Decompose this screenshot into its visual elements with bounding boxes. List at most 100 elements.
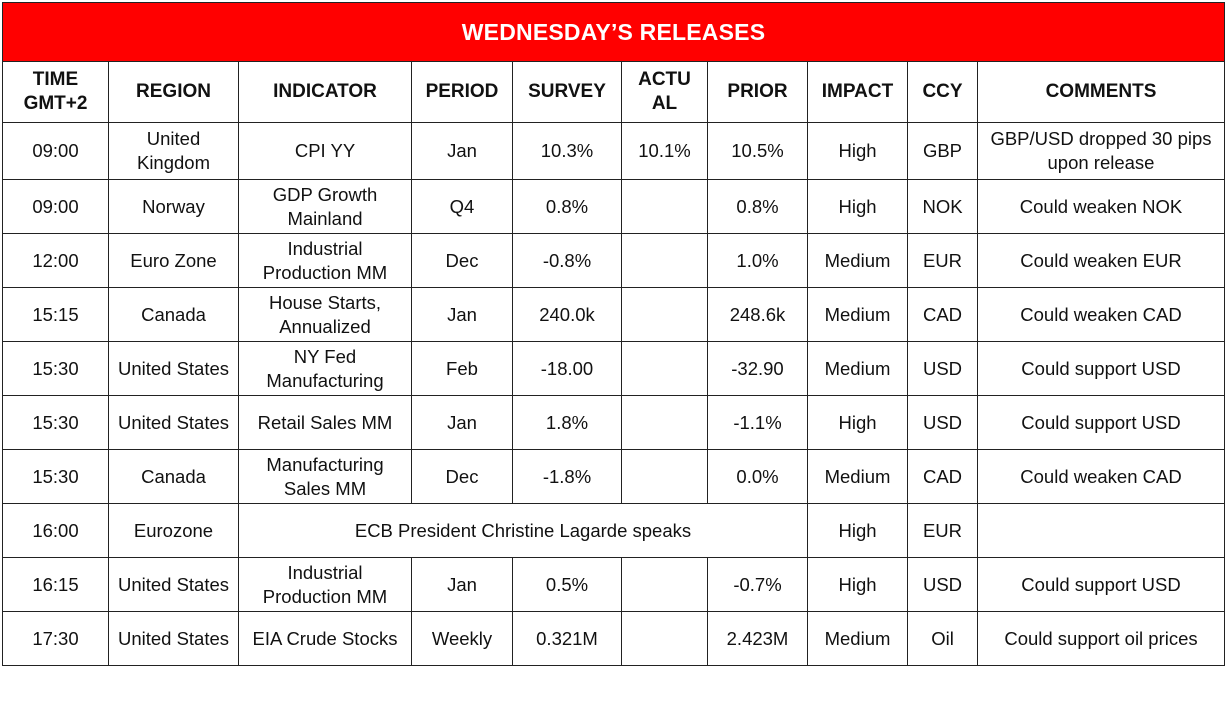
cell-actual: 10.1% xyxy=(621,122,708,180)
cell-ccy: NOK xyxy=(907,179,978,234)
cell-region: Canada xyxy=(108,449,239,504)
cell-time: 15:30 xyxy=(2,395,109,450)
header-prior: PRIOR xyxy=(707,61,808,123)
cell-actual xyxy=(621,449,708,504)
cell-period: Dec xyxy=(411,233,513,288)
cell-period: Weekly xyxy=(411,611,513,666)
cell-prior: 0.0% xyxy=(707,449,808,504)
cell-period: Jan xyxy=(411,557,513,612)
cell-time: 16:00 xyxy=(2,503,109,558)
cell-comments: Could weaken CAD xyxy=(977,449,1225,504)
releases-table-wrapper: WEDNESDAY’S RELEASES TIME GMT+2 REGION I… xyxy=(2,2,1225,666)
cell-period: Jan xyxy=(411,395,513,450)
cell-impact: Medium xyxy=(807,611,908,666)
cell-comments xyxy=(977,503,1225,558)
cell-survey: 0.5% xyxy=(512,557,622,612)
cell-comments: GBP/USD dropped 30 pips upon release xyxy=(977,122,1225,180)
cell-time: 09:00 xyxy=(2,122,109,180)
header-ccy: CCY xyxy=(907,61,978,123)
cell-ccy: GBP xyxy=(907,122,978,180)
cell-prior: 10.5% xyxy=(707,122,808,180)
cell-ccy: CAD xyxy=(907,287,978,342)
cell-comments: Could support USD xyxy=(977,341,1225,396)
cell-ccy: EUR xyxy=(907,503,978,558)
cell-time: 15:15 xyxy=(2,287,109,342)
cell-survey: -0.8% xyxy=(512,233,622,288)
table-row: 15:30 United States NY Fed Manufacturing… xyxy=(2,341,1225,396)
cell-indicator: Retail Sales MM xyxy=(238,395,412,450)
cell-indicator: CPI YY xyxy=(238,122,412,180)
cell-indicator: GDP Growth Mainland xyxy=(238,179,412,234)
cell-actual xyxy=(621,611,708,666)
cell-ccy: EUR xyxy=(907,233,978,288)
cell-region: Euro Zone xyxy=(108,233,239,288)
cell-indicator: EIA Crude Stocks xyxy=(238,611,412,666)
header-period: PERIOD xyxy=(411,61,513,123)
cell-indicator: Industrial Production MM xyxy=(238,557,412,612)
cell-survey: 10.3% xyxy=(512,122,622,180)
cell-ccy: CAD xyxy=(907,449,978,504)
cell-indicator: Industrial Production MM xyxy=(238,233,412,288)
cell-region: Norway xyxy=(108,179,239,234)
table-row: 15:15 Canada House Starts, Annualized Ja… xyxy=(2,287,1225,342)
table-row: 09:00 Norway GDP Growth Mainland Q4 0.8%… xyxy=(2,179,1225,234)
cell-impact: Medium xyxy=(807,449,908,504)
cell-actual xyxy=(621,341,708,396)
cell-region: United States xyxy=(108,341,239,396)
cell-prior: 2.423M xyxy=(707,611,808,666)
cell-region: United States xyxy=(108,611,239,666)
header-actual: ACTU AL xyxy=(621,61,708,123)
cell-comments: Could weaken EUR xyxy=(977,233,1225,288)
cell-period: Dec xyxy=(411,449,513,504)
header-impact: IMPACT xyxy=(807,61,908,123)
table-row: 15:30 United States Retail Sales MM Jan … xyxy=(2,395,1225,450)
cell-survey: 240.0k xyxy=(512,287,622,342)
cell-time: 15:30 xyxy=(2,341,109,396)
cell-time: 09:00 xyxy=(2,179,109,234)
cell-comments: Could weaken NOK xyxy=(977,179,1225,234)
cell-ccy: USD xyxy=(907,557,978,612)
cell-comments: Could weaken CAD xyxy=(977,287,1225,342)
releases-table: WEDNESDAY’S RELEASES TIME GMT+2 REGION I… xyxy=(2,2,1225,666)
cell-comments: Could support USD xyxy=(977,395,1225,450)
cell-impact: Medium xyxy=(807,233,908,288)
header-region: REGION xyxy=(108,61,239,123)
table-row: 17:30 United States EIA Crude Stocks Wee… xyxy=(2,611,1225,666)
cell-actual xyxy=(621,557,708,612)
cell-prior: 0.8% xyxy=(707,179,808,234)
cell-time: 12:00 xyxy=(2,233,109,288)
cell-impact: High xyxy=(807,122,908,180)
cell-event: ECB President Christine Lagarde speaks xyxy=(238,503,808,558)
cell-impact: Medium xyxy=(807,341,908,396)
cell-prior: 1.0% xyxy=(707,233,808,288)
cell-impact: High xyxy=(807,557,908,612)
header-indicator: INDICATOR xyxy=(238,61,412,123)
header-time: TIME GMT+2 xyxy=(2,61,109,123)
table-row: 12:00 Euro Zone Industrial Production MM… xyxy=(2,233,1225,288)
table-row: 09:00 United Kingdom CPI YY Jan 10.3% 10… xyxy=(2,122,1225,180)
cell-survey: 1.8% xyxy=(512,395,622,450)
cell-indicator: House Starts, Annualized xyxy=(238,287,412,342)
cell-region: Eurozone xyxy=(108,503,239,558)
cell-comments: Could support USD xyxy=(977,557,1225,612)
cell-impact: Medium xyxy=(807,287,908,342)
cell-period: Jan xyxy=(411,287,513,342)
cell-region: United States xyxy=(108,395,239,450)
cell-survey: -1.8% xyxy=(512,449,622,504)
cell-ccy: Oil xyxy=(907,611,978,666)
cell-actual xyxy=(621,395,708,450)
cell-time: 16:15 xyxy=(2,557,109,612)
cell-indicator: NY Fed Manufacturing xyxy=(238,341,412,396)
header-comments: COMMENTS xyxy=(977,61,1225,123)
cell-impact: High xyxy=(807,179,908,234)
table-row: 16:15 United States Industrial Productio… xyxy=(2,557,1225,612)
cell-actual xyxy=(621,179,708,234)
table-row: 15:30 Canada Manufacturing Sales MM Dec … xyxy=(2,449,1225,504)
cell-indicator: Manufacturing Sales MM xyxy=(238,449,412,504)
cell-region: United States xyxy=(108,557,239,612)
cell-period: Feb xyxy=(411,341,513,396)
cell-prior: -0.7% xyxy=(707,557,808,612)
cell-actual xyxy=(621,233,708,288)
cell-prior: -32.90 xyxy=(707,341,808,396)
cell-ccy: USD xyxy=(907,341,978,396)
